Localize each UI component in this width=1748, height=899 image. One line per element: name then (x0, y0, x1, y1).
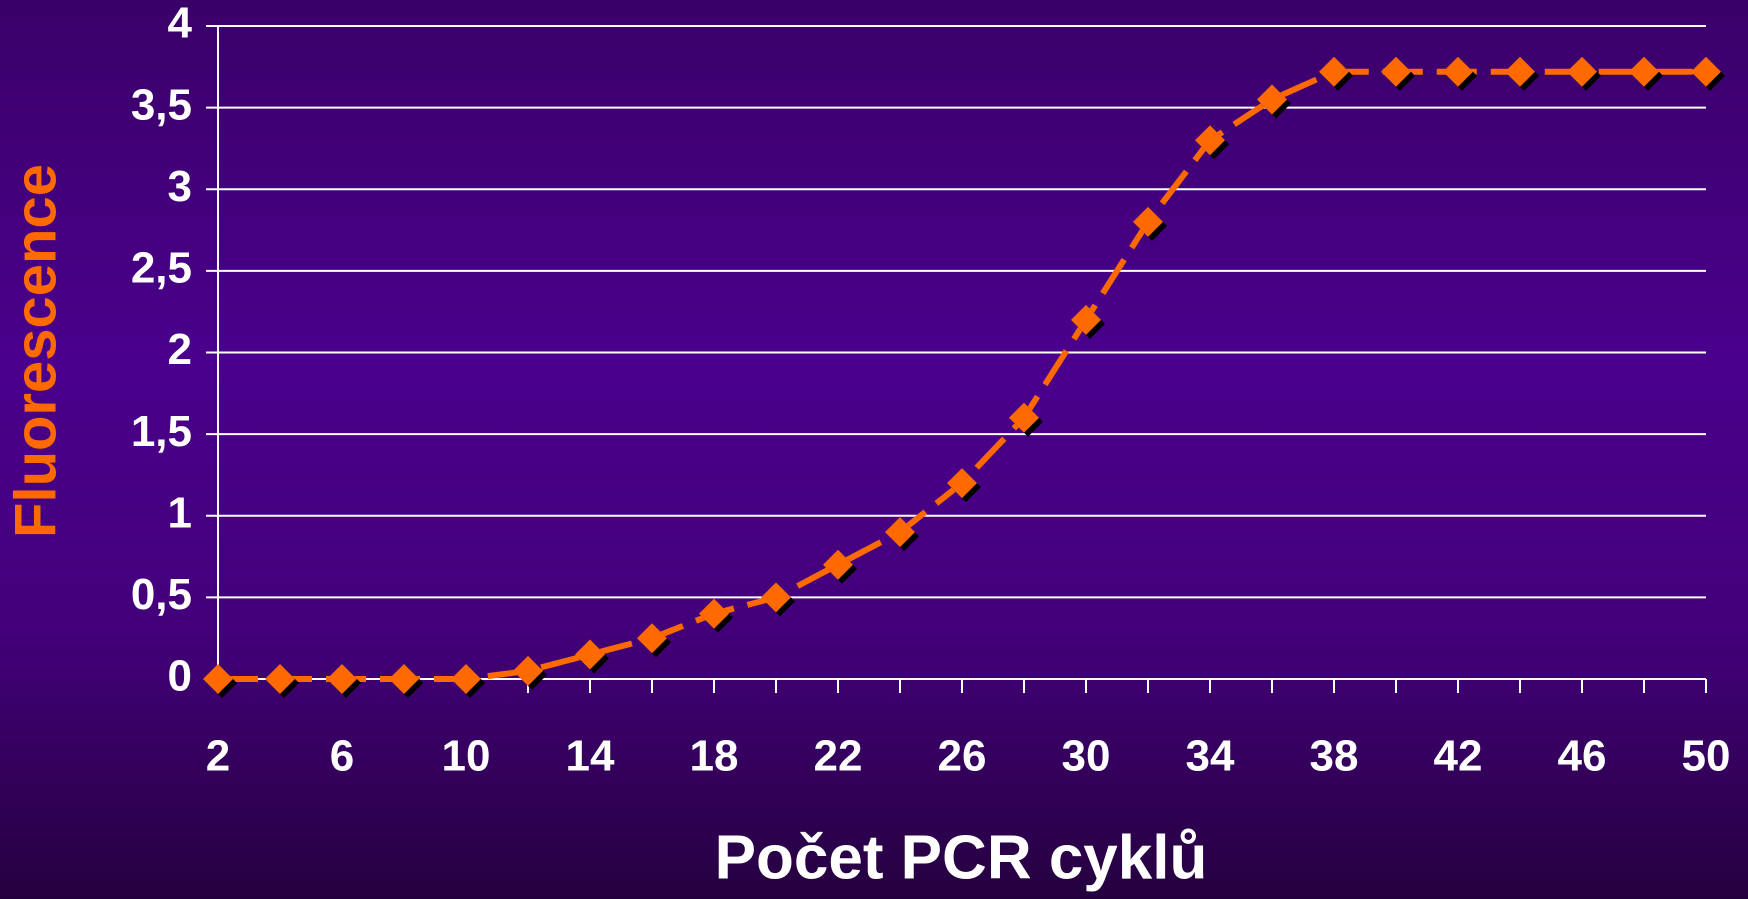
marker (1505, 56, 1535, 87)
y-tick-label: 3,5 (131, 80, 192, 129)
x-tick-label: 6 (330, 732, 354, 781)
marker (947, 468, 977, 499)
marker (451, 664, 481, 694)
marker (1195, 125, 1225, 156)
marker (1629, 56, 1659, 87)
marker (265, 664, 295, 694)
marker (1319, 56, 1349, 87)
marker (327, 664, 357, 694)
marker (1691, 56, 1721, 87)
marker (1443, 56, 1473, 87)
x-tick-label: 14 (566, 732, 615, 781)
marker (1133, 206, 1163, 237)
marker (885, 517, 915, 548)
x-tick-label: 2 (206, 732, 230, 781)
marker (699, 598, 729, 629)
x-tick-label: 46 (1558, 732, 1607, 781)
marker (637, 623, 667, 654)
x-tick-label: 26 (938, 732, 987, 781)
x-tick-label: 50 (1682, 732, 1731, 781)
x-tick-label: 34 (1186, 732, 1235, 781)
data-line (218, 68, 1706, 682)
marker (203, 664, 233, 694)
x-axis-title: Počet PCR cyklů (715, 823, 1208, 892)
marker (1381, 56, 1411, 87)
marker (1071, 304, 1101, 335)
x-tick-label: 38 (1310, 732, 1359, 781)
marker (1257, 84, 1287, 115)
x-tick-label: 18 (690, 732, 739, 781)
y-tick-label: 3 (168, 162, 192, 211)
x-tick-label: 10 (442, 732, 491, 781)
x-tick-label: 22 (814, 732, 863, 781)
x-tick-label: 42 (1434, 732, 1483, 781)
y-tick-label: 0 (168, 652, 192, 701)
marker (823, 549, 853, 580)
marker (389, 664, 419, 694)
marker (1009, 402, 1039, 433)
y-tick-label: 2 (168, 325, 192, 374)
marker (575, 639, 605, 670)
marker (1567, 56, 1597, 87)
y-tick-label: 1 (168, 488, 192, 537)
x-tick-label: 30 (1062, 732, 1111, 781)
y-axis-title: Fluorescence (3, 164, 68, 538)
y-tick-label: 2,5 (131, 244, 192, 293)
marker (513, 655, 543, 686)
y-tick-label: 0,5 (131, 570, 192, 619)
y-tick-label: 1,5 (131, 407, 192, 456)
marker (761, 582, 791, 613)
y-tick-label: 4 (168, 0, 193, 48)
